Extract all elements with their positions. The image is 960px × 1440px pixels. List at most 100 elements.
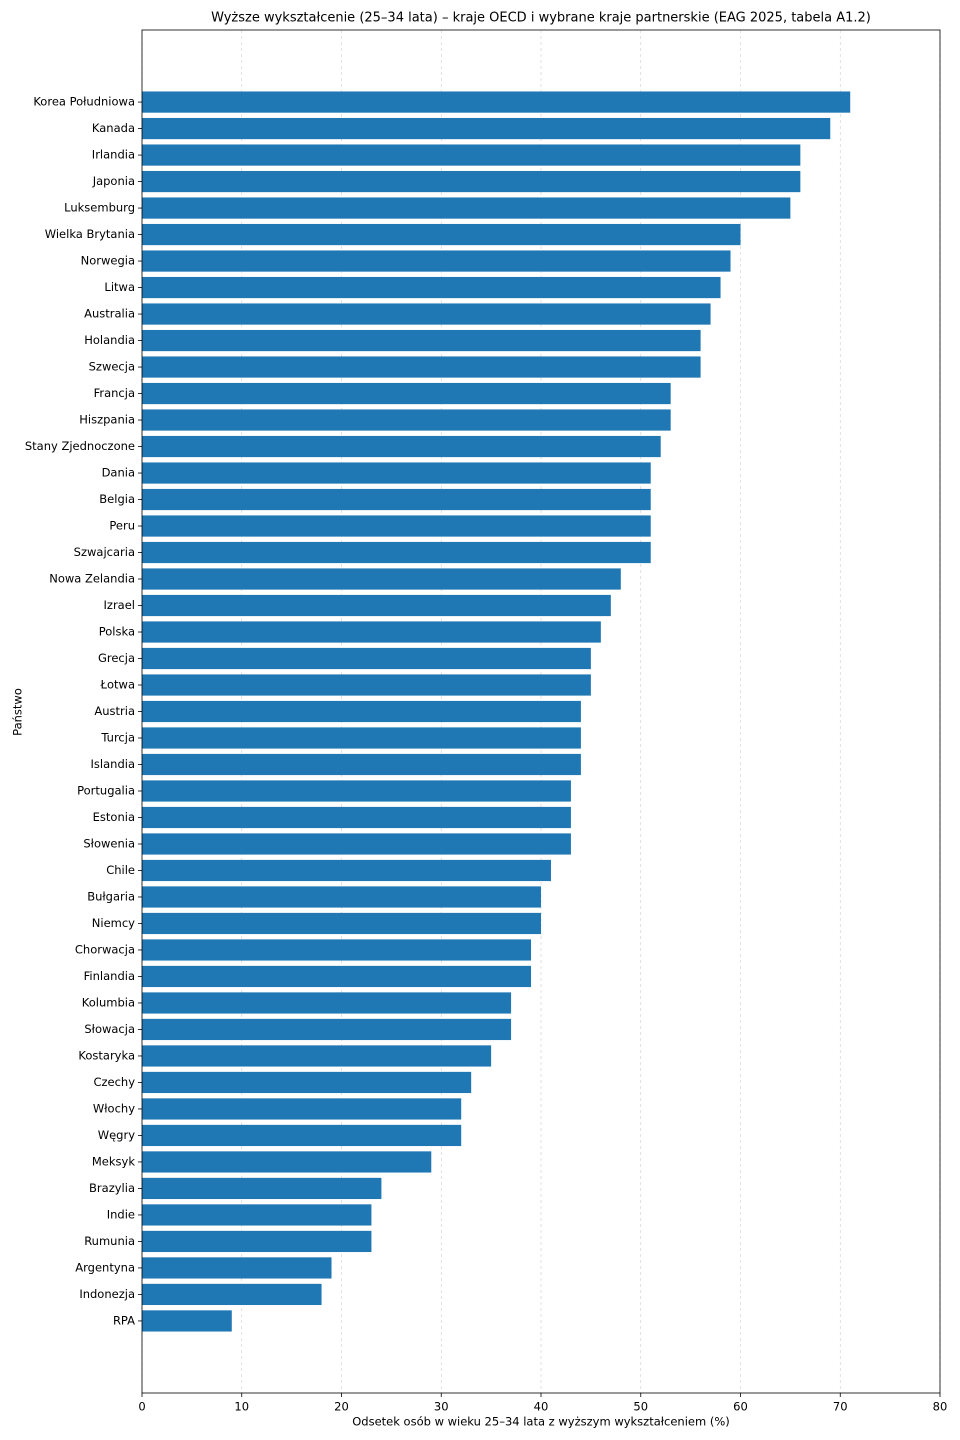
bar (142, 647, 591, 670)
y-tick-label: Szwecja (89, 360, 135, 374)
bar (142, 223, 741, 246)
y-tick-label: Argentyna (75, 1260, 135, 1274)
bar (142, 144, 801, 166)
bar (142, 1283, 322, 1306)
bar (142, 435, 661, 458)
bar (142, 859, 551, 882)
bar (142, 806, 571, 829)
y-tick-label: Łotwa (100, 678, 135, 692)
bar (142, 1124, 462, 1147)
bar (142, 1204, 372, 1226)
y-tick-label: Meksyk (92, 1154, 135, 1168)
y-tick-label: Kostaryka (78, 1048, 135, 1062)
y-tick-label: Indie (107, 1207, 135, 1221)
bar (142, 117, 831, 140)
y-tick-label: Wielka Brytania (45, 227, 135, 241)
bar (142, 1257, 332, 1279)
bar (142, 250, 731, 272)
bar (142, 753, 581, 776)
y-tick-label: Niemcy (92, 916, 135, 930)
y-tick-label: Chile (106, 863, 135, 877)
bar (142, 541, 651, 564)
bar (142, 594, 611, 617)
y-tick-label: Słowacja (84, 1022, 135, 1036)
y-tick-label: Belgia (99, 492, 135, 506)
bar (142, 409, 671, 431)
y-tick-label: Australia (84, 307, 135, 321)
x-tick-label: 50 (633, 1400, 648, 1414)
y-tick-label: Grecja (98, 651, 135, 665)
y-tick-label: Kanada (92, 121, 135, 135)
x-axis-label: Odsetek osób w wieku 25–34 lata z wyższy… (352, 1415, 730, 1429)
y-tick-label: Stany Zjednoczone (25, 439, 135, 453)
y-tick-label: Japonia (92, 174, 135, 188)
bar (142, 1230, 372, 1253)
y-tick-label: Rumunia (84, 1234, 135, 1248)
bar (142, 1045, 492, 1067)
y-tick-label: Islandia (91, 757, 135, 771)
bar (142, 1310, 232, 1332)
bar (142, 382, 671, 405)
x-tick-label: 80 (933, 1400, 948, 1414)
y-tick-label: Francja (94, 386, 135, 400)
y-tick-label: Chorwacja (75, 942, 135, 956)
y-tick-label: Turcja (100, 730, 135, 744)
bar (142, 700, 581, 723)
x-tick-label: 0 (138, 1400, 145, 1414)
bar (142, 621, 601, 643)
y-tick-label: Irlandia (92, 148, 135, 162)
bar (142, 276, 721, 299)
y-tick-label: RPA (113, 1313, 135, 1327)
x-tick-label: 10 (234, 1400, 249, 1414)
x-tick-label: 40 (534, 1400, 549, 1414)
y-tick-label: Norwegia (81, 254, 135, 268)
y-tick-label: Włochy (93, 1101, 135, 1115)
y-tick-label: Polska (99, 625, 135, 639)
x-tick-label: 30 (434, 1400, 449, 1414)
bar (142, 727, 581, 749)
bar (142, 674, 591, 696)
bar (142, 462, 651, 484)
bar (142, 939, 532, 961)
bar (142, 197, 791, 219)
bar (142, 886, 541, 908)
bar (142, 965, 532, 988)
y-tick-label: Czechy (93, 1075, 135, 1089)
y-tick-label: Korea Południowa (33, 95, 135, 109)
bar (142, 356, 701, 378)
y-tick-label: Hiszpania (79, 413, 135, 427)
y-tick-label: Nowa Zelandia (49, 572, 135, 586)
y-tick-label: Dania (102, 466, 135, 480)
y-tick-label: Węgry (98, 1128, 135, 1142)
bar (142, 992, 512, 1014)
bar (142, 170, 801, 193)
bar (142, 488, 651, 511)
y-tick-label: Litwa (104, 280, 135, 294)
bar (142, 1071, 472, 1094)
y-tick-label: Szwajcaria (74, 545, 135, 559)
x-tick-label: 20 (334, 1400, 349, 1414)
y-tick-label: Holandia (84, 333, 135, 347)
bar (142, 1098, 462, 1120)
bar (142, 91, 851, 113)
x-tick-label: 70 (833, 1400, 848, 1414)
bar (142, 568, 621, 590)
y-tick-label: Izrael (104, 598, 135, 612)
bar (142, 303, 711, 325)
x-tick-label: 60 (733, 1400, 748, 1414)
y-axis-label: Państwo (11, 688, 25, 736)
y-tick-label: Kolumbia (82, 995, 135, 1009)
bar (142, 1151, 432, 1173)
bar (142, 1018, 512, 1041)
bar (142, 515, 651, 537)
chart-title: Wyższe wykształcenie (25–34 lata) – kraj… (211, 11, 871, 26)
bar (142, 912, 541, 935)
y-tick-label: Portugalia (77, 783, 135, 797)
bar (142, 780, 571, 802)
y-tick-label: Indonezja (79, 1287, 135, 1301)
y-tick-label: Bułgaria (87, 889, 135, 903)
bar (142, 329, 701, 352)
bar (142, 833, 571, 855)
y-tick-label: Brazylia (89, 1181, 135, 1195)
